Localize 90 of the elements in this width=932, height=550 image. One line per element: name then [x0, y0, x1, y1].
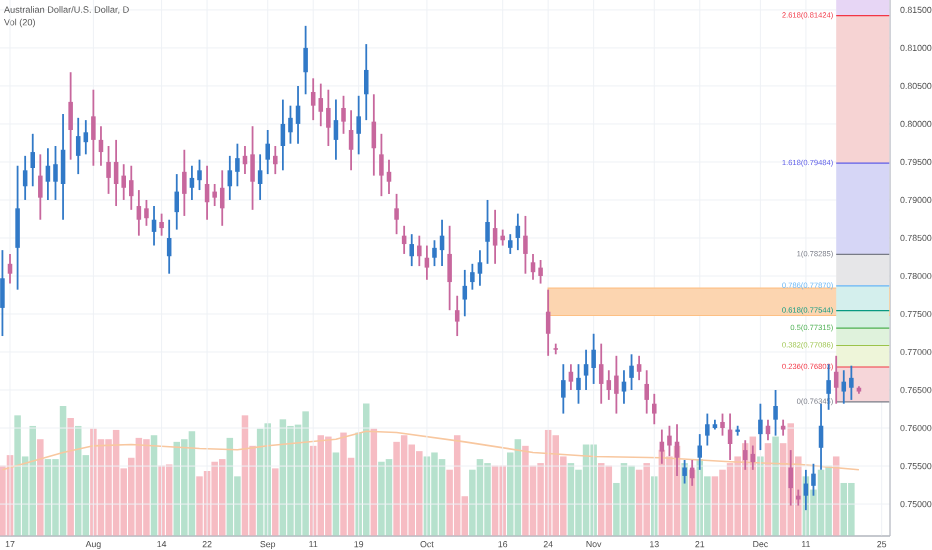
- bar: [218, 459, 226, 536]
- candlestick: [91, 88, 96, 167]
- candlestick: [447, 224, 452, 312]
- candlestick: [705, 412, 710, 447]
- candlestick: [197, 158, 202, 191]
- bar: [643, 463, 650, 536]
- candlestick: [636, 354, 642, 382]
- bar: [378, 461, 385, 536]
- candlestick: [212, 183, 217, 207]
- candlestick: [417, 234, 422, 267]
- candlestick: [379, 132, 384, 198]
- candlestick: [75, 116, 81, 176]
- candlestick: [121, 163, 126, 201]
- bar: [772, 436, 779, 536]
- candlestick: [849, 364, 854, 401]
- candlestick: [629, 353, 634, 391]
- candlestick: [257, 153, 263, 201]
- candlestick: [250, 125, 255, 211]
- bar: [287, 425, 294, 536]
- candlestick: [310, 77, 316, 122]
- bar: [552, 435, 559, 536]
- bar: [848, 482, 855, 536]
- candlestick: [614, 354, 619, 415]
- candlestick: [485, 199, 490, 265]
- candlestick: [598, 342, 604, 405]
- candlestick: [15, 164, 20, 291]
- candlestick: [576, 363, 581, 405]
- candlestick: [356, 94, 361, 156]
- candlestick: [507, 233, 513, 255]
- candlestick: [182, 148, 187, 217]
- bar: [196, 476, 203, 536]
- candlestick: [129, 164, 134, 211]
- candlestick: [538, 259, 543, 285]
- candlestick: [394, 192, 399, 236]
- candlestick: [38, 153, 43, 221]
- candlestick: [523, 215, 528, 275]
- bar: [143, 439, 150, 536]
- candlestick: [644, 369, 649, 415]
- candlestick: [720, 412, 725, 437]
- candlestick: [583, 348, 589, 391]
- candlestick: [219, 169, 225, 227]
- candlestick: [341, 94, 346, 135]
- candlestick: [136, 189, 142, 237]
- candlestick: [477, 249, 483, 287]
- candlestick: [432, 239, 437, 267]
- candlestick: [273, 145, 278, 176]
- candlestick: [773, 389, 778, 437]
- bar: [484, 463, 491, 536]
- bar: [362, 403, 370, 536]
- candlestick: [492, 208, 498, 265]
- bar: [628, 465, 635, 536]
- bar: [37, 439, 44, 536]
- candlestick: [454, 294, 460, 337]
- candlestick: [409, 233, 414, 267]
- candlestick: [363, 43, 369, 122]
- candlestick: [144, 199, 149, 227]
- candlestick: [30, 132, 36, 188]
- bar: [302, 411, 309, 536]
- bar: [181, 439, 188, 536]
- candlestick: [326, 88, 331, 147]
- candlestick: [0, 249, 5, 337]
- candlestick: [159, 212, 164, 237]
- bar: [393, 441, 400, 536]
- bar: [719, 469, 726, 536]
- bar: [325, 436, 332, 536]
- bar: [825, 465, 832, 536]
- candlestick: [303, 24, 308, 96]
- bar: [522, 445, 529, 536]
- bar: [211, 461, 218, 536]
- candlestick: [68, 71, 73, 161]
- bar: [272, 468, 279, 536]
- candlestick: [318, 82, 324, 128]
- candlestick: [470, 262, 475, 291]
- bar: [29, 425, 36, 536]
- candlestick: [265, 129, 270, 176]
- bar: [67, 417, 74, 536]
- bar: [14, 415, 21, 536]
- candlestick: [106, 145, 111, 195]
- candlestick: [758, 402, 763, 451]
- candlestick: [174, 173, 180, 231]
- candlestick: [561, 363, 566, 415]
- candlestick: [53, 145, 58, 201]
- candlestick: [288, 104, 293, 145]
- bar: [431, 452, 438, 536]
- candlestick: [462, 269, 468, 318]
- candlestick: [235, 142, 240, 188]
- candlestick: [652, 392, 657, 426]
- bar: [416, 451, 423, 536]
- bar: [340, 432, 347, 536]
- candlestick: [591, 332, 596, 385]
